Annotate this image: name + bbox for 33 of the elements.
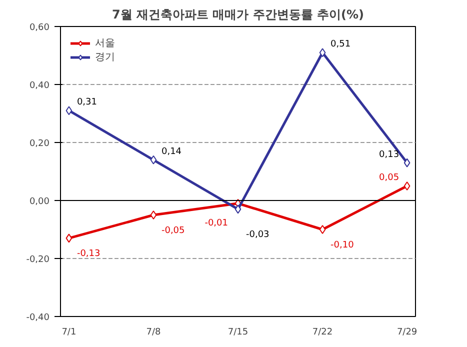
x-tick-label: 7/29: [396, 328, 418, 338]
y-tick-label: 0,00: [29, 197, 50, 207]
data-label: 0,13: [379, 150, 400, 160]
point: [404, 182, 410, 190]
x-tick-label: 7/15: [228, 328, 248, 338]
y-tick-label: 0,60: [29, 23, 50, 33]
chart-title: 7월 재건축아파트 매매가 주간변동률 추이(%): [112, 8, 364, 22]
data-label: -0,05: [161, 226, 185, 236]
data-label: -0,13: [76, 249, 100, 260]
point: [319, 225, 326, 234]
data-label: 0,31: [76, 98, 97, 108]
legend-label: 경기: [95, 51, 115, 64]
legend-label: 서울: [95, 37, 115, 50]
point: [319, 48, 326, 58]
y-tick-label: -0,40: [26, 313, 50, 323]
data-label: 0,05: [379, 173, 400, 183]
point: [404, 158, 410, 168]
point: [66, 234, 72, 243]
data-label: -0,03: [246, 230, 270, 240]
point: [234, 204, 242, 214]
y-tick-label: 0,20: [29, 139, 50, 149]
y-tick-label: -0,20: [26, 255, 50, 265]
data-label: 0,51: [330, 40, 351, 50]
x-tick-label: 7/22: [312, 328, 333, 338]
y-tick-label: 0,40: [29, 81, 50, 91]
data-label: 0,14: [161, 146, 182, 157]
data-label: -0,10: [330, 240, 354, 250]
x-tick-label: 7/1: [62, 328, 76, 338]
point: [150, 210, 157, 220]
point: [66, 106, 72, 116]
x-tick-label: 7/8: [146, 328, 161, 338]
data-label: -0,01: [204, 218, 228, 228]
point: [150, 155, 157, 164]
